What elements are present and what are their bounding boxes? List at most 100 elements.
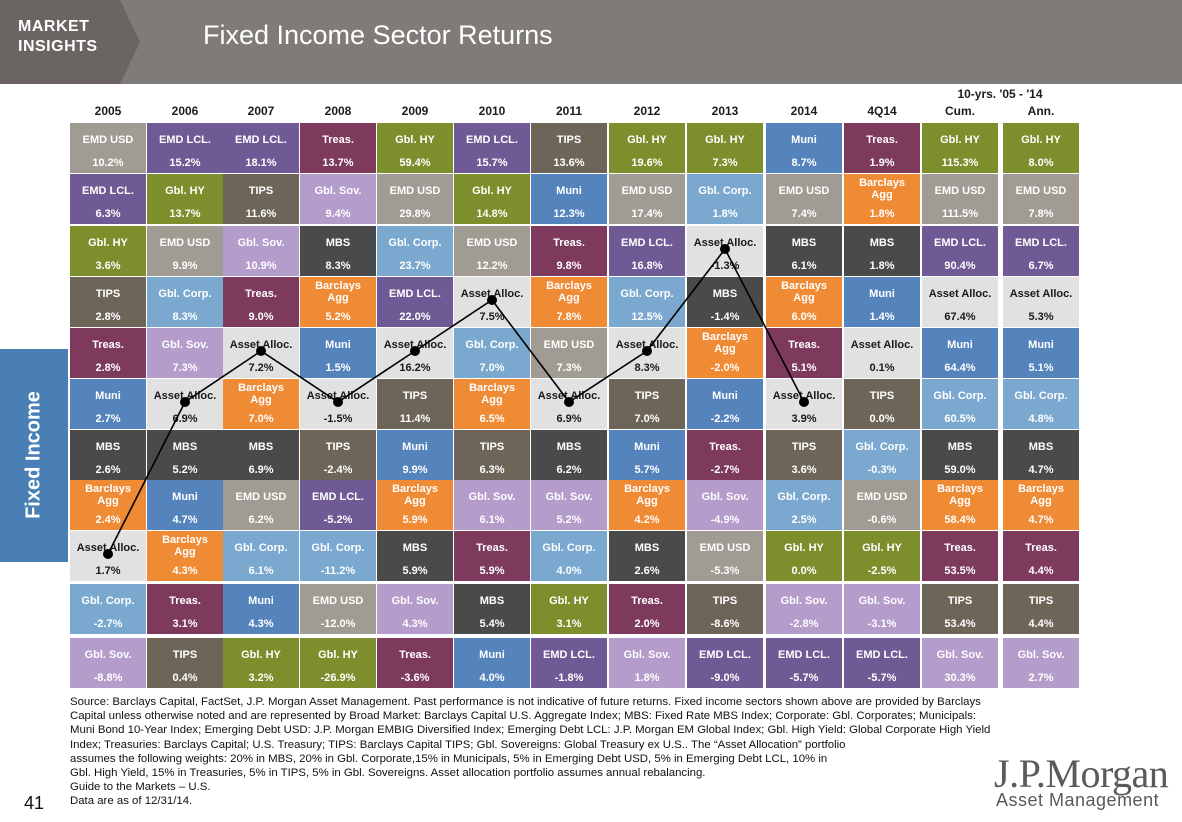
- return-value: 2.4%: [95, 514, 121, 526]
- sector-name: Treas.: [788, 339, 820, 351]
- sector-cell: Gbl. Corp. 60.5%: [922, 379, 998, 429]
- sector-cell: Asset Alloc. 67.4%: [922, 277, 998, 327]
- return-value: 7.0%: [634, 413, 660, 425]
- return-value: 23.7%: [399, 260, 431, 272]
- return-value: 0.0%: [869, 413, 895, 425]
- source-line: Index; Treasuries: Barclays Capital; U.S…: [70, 738, 846, 751]
- sector-name: Barclays Agg: [238, 382, 284, 406]
- side-tab: [0, 349, 68, 562]
- sector-name: MBS: [325, 237, 351, 249]
- sector-name: TIPS: [1028, 595, 1054, 607]
- sector-name: Gbl. HY: [1021, 134, 1061, 146]
- return-value: -4.9%: [710, 514, 740, 526]
- sector-name: Asset Alloc.: [306, 390, 370, 402]
- column-header-2006: 2006: [171, 104, 199, 118]
- sector-name: Asset Alloc.: [850, 339, 914, 351]
- return-value: 4.2%: [634, 514, 660, 526]
- sector-cell: Barclays Agg 5.2%: [300, 277, 376, 327]
- sector-name: Gbl. Corp.: [777, 491, 831, 503]
- sector-name: EMD USD: [312, 595, 364, 607]
- return-value: 5.1%: [791, 362, 817, 374]
- sector-cell: TIPS 53.4%: [922, 584, 998, 634]
- sector-cell: EMD LCL. 90.4%: [922, 226, 998, 276]
- sector-cell: EMD LCL. -5.7%: [844, 638, 920, 688]
- sector-cell: Gbl. Sov. 1.8%: [609, 638, 685, 688]
- sector-cell: TIPS 13.6%: [531, 123, 607, 173]
- sector-name: EMD LCL.: [235, 134, 287, 146]
- return-value: 17.4%: [631, 208, 663, 220]
- return-value: -0.3%: [867, 464, 897, 476]
- return-value: 6.9%: [556, 413, 582, 425]
- return-value: 7.0%: [248, 413, 274, 425]
- return-value: 6.3%: [95, 208, 121, 220]
- sector-name: Gbl. Sov.: [936, 649, 984, 661]
- sector-cell: Gbl. Corp. -2.7%: [70, 584, 146, 634]
- return-value: 5.9%: [402, 565, 428, 577]
- sector-cell: Muni -2.2%: [687, 379, 763, 429]
- return-value: -2.0%: [710, 362, 740, 374]
- return-value: 8.7%: [791, 157, 817, 169]
- sector-cell: MBS 4.7%: [1003, 430, 1079, 480]
- sector-name: Gbl. Corp.: [933, 390, 987, 402]
- sector-cell: EMD LCL. 6.3%: [70, 174, 146, 224]
- sector-name: Barclays Agg: [937, 483, 983, 507]
- sector-name: Asset Alloc.: [615, 339, 679, 351]
- sector-name: Muni: [479, 649, 505, 661]
- sector-cell: Asset Alloc. 7.5%: [454, 277, 530, 327]
- return-value: 8.3%: [325, 260, 351, 272]
- sector-name: TIPS: [791, 441, 817, 453]
- sector-cell: Gbl. Corp. 12.5%: [609, 277, 685, 327]
- return-value: 59.0%: [944, 464, 976, 476]
- sector-name: Asset Alloc.: [1009, 288, 1073, 300]
- sector-name: EMD USD: [699, 542, 751, 554]
- sector-name: EMD LCL.: [389, 288, 441, 300]
- sector-name: Gbl. HY: [862, 542, 902, 554]
- column-header-cum: Cum.: [945, 104, 975, 118]
- column-header-2005: 2005: [94, 104, 122, 118]
- return-value: -2.7%: [710, 464, 740, 476]
- return-value: -26.9%: [320, 672, 356, 684]
- sector-cell: EMD USD 9.9%: [147, 226, 223, 276]
- sector-cell: Muni 1.5%: [300, 328, 376, 378]
- sector-cell: Barclays Agg 6.5%: [454, 379, 530, 429]
- sector-name: Gbl. Corp.: [620, 288, 674, 300]
- sector-cell: Treas. 2.8%: [70, 328, 146, 378]
- source-line: Capital unless otherwise noted and are r…: [70, 710, 977, 723]
- sector-name: Gbl. Sov.: [314, 185, 362, 197]
- return-value: 7.5%: [479, 311, 505, 323]
- sector-cell: Barclays Agg 6.0%: [766, 277, 842, 327]
- sector-cell: Gbl. Corp. 4.0%: [531, 531, 607, 581]
- sector-cell: Gbl. Corp. 23.7%: [377, 226, 453, 276]
- return-value: 64.4%: [944, 362, 976, 374]
- sector-name: Treas.: [709, 441, 741, 453]
- sector-name: EMD LCL.: [159, 134, 211, 146]
- sector-cell: Gbl. Corp. 2.5%: [766, 480, 842, 530]
- sector-cell: Asset Alloc. 6.9%: [531, 379, 607, 429]
- sector-name: Gbl. Corp.: [1014, 390, 1068, 402]
- sector-name: MBS: [791, 237, 817, 249]
- return-value: 9.0%: [248, 311, 274, 323]
- sector-name: Gbl. Corp.: [234, 542, 288, 554]
- return-value: 4.0%: [556, 565, 582, 577]
- return-value: 5.9%: [479, 565, 505, 577]
- return-value: 4.4%: [1028, 618, 1054, 630]
- sector-cell: Gbl. Corp. 8.3%: [147, 277, 223, 327]
- jpmorgan-logo: J.P.Morgan: [994, 751, 1169, 796]
- sector-cell: Gbl. Sov. 6.1%: [454, 480, 530, 530]
- return-value: 16.2%: [399, 362, 431, 374]
- sector-name: EMD LCL.: [699, 649, 751, 661]
- return-value: -0.6%: [867, 514, 897, 526]
- sector-cell: Treas. 53.5%: [922, 531, 998, 581]
- return-value: 6.2%: [556, 464, 582, 476]
- return-value: 9.8%: [556, 260, 582, 272]
- sector-name: Gbl. Corp.: [81, 595, 135, 607]
- return-value: 67.4%: [944, 311, 976, 323]
- sector-name: Treas.: [92, 339, 124, 351]
- return-value: 15.2%: [169, 157, 201, 169]
- sector-cell: Treas. 5.9%: [454, 531, 530, 581]
- sector-name: TIPS: [172, 649, 198, 661]
- sector-cell: EMD LCL. -5.7%: [766, 638, 842, 688]
- return-value: 6.2%: [248, 514, 274, 526]
- sector-name: Barclays Agg: [469, 382, 515, 406]
- sector-cell: Barclays Agg 2.4%: [70, 480, 146, 530]
